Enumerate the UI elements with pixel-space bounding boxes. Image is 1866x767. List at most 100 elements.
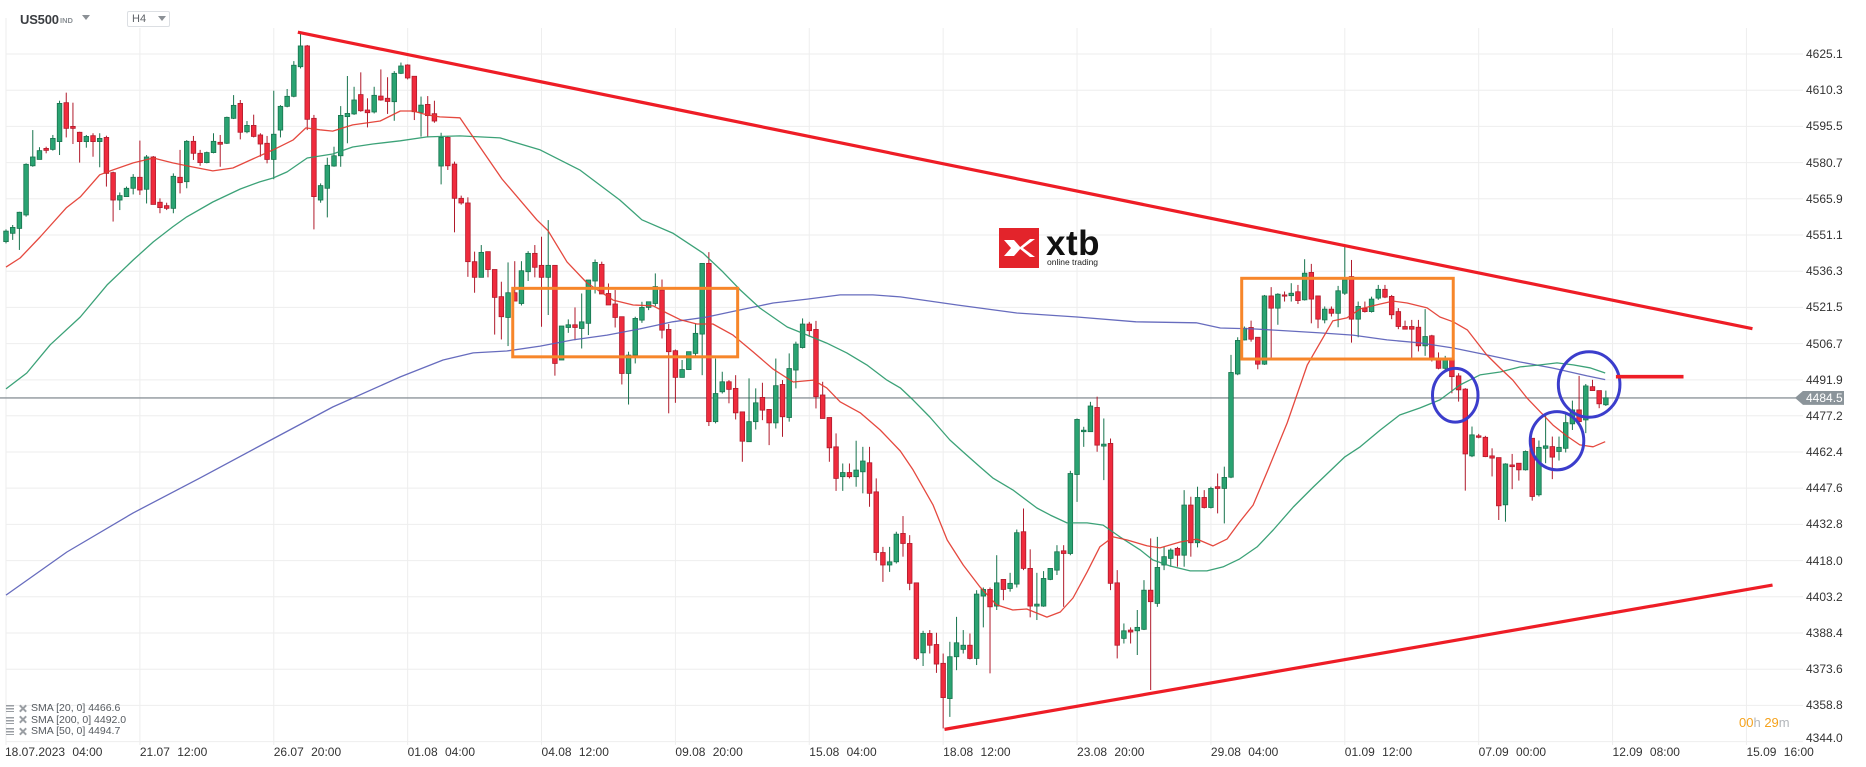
- bearish-candle: [257, 133, 264, 157]
- candle-body: [16, 211, 23, 229]
- candle-body: [578, 321, 585, 329]
- bearish-candle: [1255, 336, 1261, 370]
- grid-lines: [5, 18, 1803, 745]
- candle-body: [538, 264, 545, 278]
- bearish-candle: [739, 411, 746, 462]
- candle-body: [505, 292, 511, 318]
- bearish-candle: [1455, 373, 1462, 402]
- lower-support-trendline[interactable]: [944, 583, 1773, 731]
- highlight-circle-1[interactable]: [1430, 366, 1480, 424]
- candle-body: [1409, 326, 1415, 330]
- sma-200-line[interactable]: [5, 294, 1606, 596]
- candle-body: [545, 264, 551, 278]
- bearish-candle: [70, 102, 76, 145]
- bearish-candle: [1415, 319, 1422, 352]
- list-icon[interactable]: [6, 716, 14, 724]
- list-icon[interactable]: [6, 728, 14, 735]
- candle-body: [351, 99, 357, 115]
- bullish-candle: [418, 96, 424, 137]
- timeframe-value: H4: [132, 13, 147, 25]
- x-axis-label: 23.08 20:00: [1077, 745, 1145, 759]
- bullish-candle: [753, 388, 759, 430]
- bearish-candle: [672, 349, 679, 403]
- bearish-candle: [766, 409, 772, 446]
- bullish-candle: [83, 134, 90, 148]
- logo-wordmark: xtb: [1046, 224, 1100, 263]
- bullish-candle: [143, 155, 150, 204]
- candle-body: [1281, 294, 1288, 297]
- close-icon[interactable]: [19, 727, 27, 735]
- drawing-annotations: [297, 30, 1773, 731]
- list-icon[interactable]: [6, 705, 14, 712]
- symbol-selector[interactable]: US500 IND: [18, 9, 94, 29]
- bearish-candle: [933, 632, 940, 673]
- candle-body: [1027, 568, 1033, 607]
- close-icon[interactable]: [19, 704, 27, 712]
- candle-body: [257, 134, 264, 145]
- candle-body: [1054, 551, 1060, 571]
- sma-20-line[interactable]: [5, 110, 1606, 618]
- bullish-candle: [1208, 486, 1214, 509]
- bearish-candle: [137, 140, 143, 195]
- upper-resistance-trendline[interactable]: [297, 30, 1753, 331]
- bullish-candle: [565, 319, 571, 333]
- bearish-candle: [1094, 396, 1100, 452]
- bearish-candle: [552, 264, 558, 376]
- candle-body: [1315, 295, 1321, 320]
- bullish-candle: [1502, 463, 1509, 522]
- candle-body: [666, 329, 672, 353]
- candle-body: [1442, 359, 1448, 369]
- candle-body: [1455, 375, 1462, 391]
- bearish-candle: [63, 92, 69, 138]
- y-axis-label: 4477.2: [1806, 408, 1843, 423]
- candle-body: [324, 164, 331, 189]
- symbol-name: US500: [20, 12, 59, 27]
- legend-label: SMA [20, 0] 4466.6: [31, 702, 121, 714]
- candle-body: [97, 137, 103, 142]
- close-icon[interactable]: [19, 716, 27, 724]
- candle-body: [1509, 464, 1515, 468]
- bullish-candle: [391, 71, 397, 121]
- candle-body: [706, 262, 712, 423]
- bearish-candle: [1489, 448, 1495, 477]
- bearish-candle: [813, 320, 819, 409]
- bullish-candle: [291, 61, 297, 98]
- bullish-candle: [1288, 283, 1294, 302]
- candle-body: [1047, 568, 1053, 580]
- timeframe-select[interactable]: H4: [127, 11, 170, 27]
- candle-body: [177, 176, 183, 184]
- bearish-candle: [759, 382, 766, 421]
- logo-tagline: online trading: [1047, 257, 1099, 267]
- x-axis-label: 18.07.2023 04:00: [5, 745, 103, 759]
- consolidation-box-2[interactable]: [1240, 276, 1455, 361]
- bearish-candle: [157, 198, 163, 214]
- bullish-candle: [210, 133, 217, 154]
- candle-body: [699, 262, 705, 335]
- candle-countdown: 00h 29m: [1739, 715, 1790, 731]
- consolidation-box-1[interactable]: [511, 286, 740, 359]
- highlight-circle-3[interactable]: [1556, 350, 1622, 419]
- bullish-candle: [1368, 296, 1375, 313]
- candle-body: [317, 185, 324, 201]
- candle-body: [1603, 397, 1609, 406]
- highlight-circle-2[interactable]: [1528, 410, 1586, 472]
- bearish-candle: [1589, 379, 1596, 391]
- candle-body: [1255, 336, 1261, 365]
- sma-50-line[interactable]: [5, 135, 1606, 572]
- x-axis-label: 21.07 12:00: [139, 745, 208, 759]
- bearish-candle: [900, 516, 906, 557]
- candle-body: [277, 105, 284, 131]
- bearish-candle: [304, 44, 310, 131]
- bearish-candle: [177, 149, 183, 194]
- candle-body: [826, 417, 833, 449]
- bearish-candle: [880, 546, 886, 582]
- bearish-candle: [264, 135, 270, 164]
- candle-body: [110, 172, 116, 201]
- bullish-candle: [886, 546, 893, 572]
- bullish-candle: [518, 261, 525, 306]
- bullish-candle: [1121, 623, 1127, 644]
- candle-body: [1482, 436, 1489, 458]
- y-axis-label: 4595.5: [1806, 119, 1843, 134]
- candle-body: [1556, 446, 1562, 452]
